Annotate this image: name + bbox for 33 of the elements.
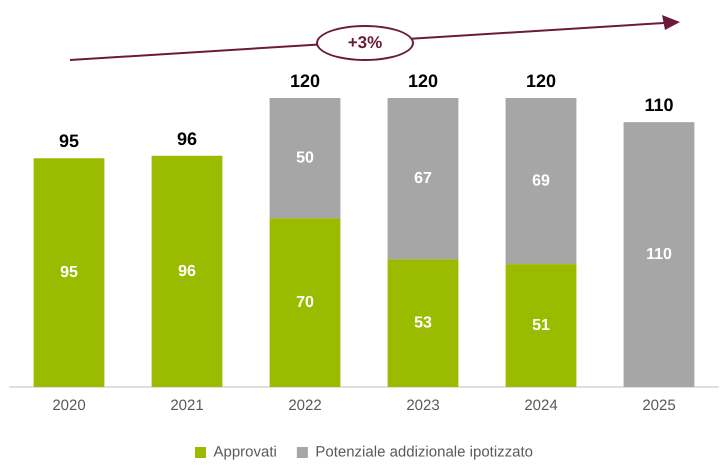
data-label: 70 — [296, 294, 314, 312]
total-label: 120 — [526, 70, 556, 91]
data-label: 50 — [296, 150, 314, 167]
data-label: 67 — [414, 170, 432, 188]
bar — [388, 259, 458, 387]
total-label: 120 — [290, 70, 320, 91]
data-label: 53 — [414, 314, 432, 332]
data-label: 51 — [532, 316, 550, 334]
bar — [506, 98, 576, 264]
legend-label: Potenziale addizionale ipotizzato — [315, 444, 534, 461]
x-tick-label: 2021 — [170, 397, 204, 414]
x-tick-label: 2023 — [406, 397, 440, 414]
bar — [270, 98, 340, 218]
x-tick-label: 2022 — [288, 397, 322, 414]
bar — [270, 218, 340, 387]
total-label: 96 — [176, 128, 198, 149]
legend-label: Approvati — [213, 444, 277, 461]
x-tick-label: 2025 — [642, 397, 676, 414]
total-label: 110 — [644, 95, 674, 116]
x-tick-label: 2024 — [524, 397, 558, 414]
text: +3% — [316, 25, 414, 61]
data-label: 110 — [646, 246, 672, 263]
x-tick-label: 2020 — [52, 397, 86, 414]
bar — [34, 158, 104, 387]
bar — [152, 156, 222, 387]
data-label: 95 — [60, 264, 78, 282]
bar — [624, 122, 694, 387]
bar — [388, 98, 458, 260]
total-label: 95 — [58, 131, 80, 152]
total-label: 120 — [408, 70, 438, 91]
bar — [506, 264, 576, 387]
data-label: 69 — [532, 172, 550, 190]
data-label: 96 — [178, 262, 196, 280]
